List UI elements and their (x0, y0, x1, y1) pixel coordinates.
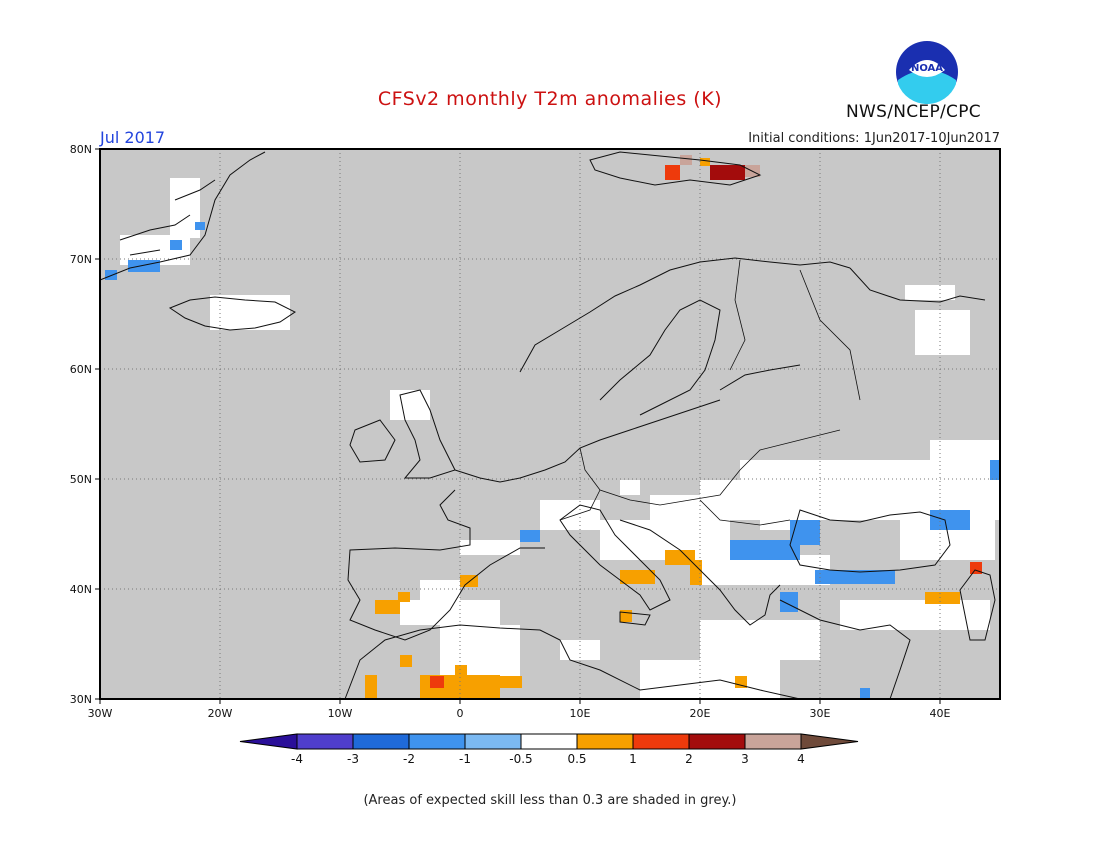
negative-anomaly-cell (860, 688, 870, 699)
positive-anomaly-cell (700, 158, 710, 166)
positive-anomaly-cell (365, 675, 377, 699)
colorbar-label: 0.5 (567, 752, 587, 766)
tick-marks (95, 148, 941, 704)
colorbar-label: 3 (741, 752, 749, 766)
colorbar-label: -0.5 (509, 752, 533, 766)
lat-label: 60N (69, 363, 92, 376)
noaa-logo-icon: NOAA (896, 41, 958, 104)
colorbar-arrow-low (239, 733, 298, 750)
skill-footnote: (Areas of expected skill less than 0.3 a… (363, 793, 737, 808)
negative-anomaly-cell (930, 510, 970, 530)
colorbar-label: 2 (685, 752, 693, 766)
positive-anomaly-cell (690, 560, 702, 585)
agency-label: NWS/NCEP/CPC (846, 102, 981, 122)
colorbar-swatch (352, 733, 410, 750)
lat-label: 70N (69, 253, 92, 266)
near-normal-cell (400, 600, 500, 625)
lon-label: 40E (929, 707, 951, 720)
colorbar-label: 4 (797, 752, 805, 766)
colorbar-swatch (520, 733, 578, 750)
colorbar-swatch (464, 733, 522, 750)
negative-anomaly-cell (815, 570, 895, 584)
negative-anomaly-cell (105, 270, 117, 280)
near-normal-cell (460, 540, 520, 555)
colorbar-swatch (296, 733, 354, 750)
colorbar-swatch (576, 733, 634, 750)
colorbar-label: -3 (347, 752, 359, 766)
near-normal-cell (420, 580, 460, 600)
colorbar-arrow-high (800, 733, 859, 750)
lat-label: 30N (69, 693, 92, 706)
near-normal-cells (120, 178, 1000, 699)
lon-label: 10E (569, 707, 591, 720)
negative-anomaly-cell (195, 222, 205, 230)
near-normal-cell (640, 660, 780, 699)
positive-anomaly-cell (455, 665, 467, 677)
negative-anomaly-cell (128, 260, 160, 272)
positive-anomaly-cell (665, 165, 680, 180)
near-normal-cell (620, 480, 640, 495)
colorbar-swatch (688, 733, 746, 750)
colorbar-label: -1 (459, 752, 471, 766)
negative-anomaly-cell (990, 460, 1000, 480)
logo-text: NOAA (911, 63, 943, 74)
positive-anomaly-cell (398, 592, 410, 602)
positive-anomaly-cell (925, 592, 960, 604)
positive-anomaly-cell (500, 676, 522, 688)
negative-anomaly-cell (520, 530, 540, 542)
near-normal-cell (390, 390, 430, 420)
positive-anomaly-cell (430, 676, 444, 688)
positive-anomaly-cell (620, 570, 655, 584)
lat-label: 50N (69, 473, 92, 486)
lat-label: 80N (69, 143, 92, 156)
coastlines (99, 151, 996, 700)
colorbar-swatch (632, 733, 690, 750)
positive-anomaly-cell (375, 600, 400, 614)
near-normal-cell (915, 310, 970, 355)
colorbar-swatch (408, 733, 466, 750)
positive-anomaly-cell (680, 155, 692, 165)
near-normal-cell (905, 285, 955, 300)
page-title: CFSv2 monthly T2m anomalies (K) (377, 88, 723, 110)
positive-anomaly-cells (365, 155, 982, 699)
negative-anomaly-cell (170, 240, 182, 250)
lon-label: 30E (809, 707, 831, 720)
positive-anomaly-cell (710, 165, 745, 180)
forecast-month: Jul 2017 (100, 128, 166, 147)
colorbar-swatch (744, 733, 802, 750)
colorbar-label: -4 (291, 752, 303, 766)
negative-anomaly-cell (780, 592, 798, 612)
near-normal-cell (540, 500, 600, 530)
lon-label: 0 (456, 707, 464, 720)
lon-label: 30W (87, 707, 113, 720)
colorbar (239, 733, 859, 750)
map-frame (99, 148, 1001, 700)
initial-conditions: Initial conditions: 1Jun2017-10Jun2017 (748, 131, 1000, 146)
positive-anomaly-cell (400, 655, 412, 667)
lon-label: 20E (689, 707, 711, 720)
lon-label: 20W (207, 707, 233, 720)
negative-anomaly-cell (790, 520, 820, 545)
lat-label: 40N (69, 583, 92, 596)
colorbar-label: 1 (629, 752, 637, 766)
lon-label: 10W (327, 707, 353, 720)
colorbar-label: -2 (403, 752, 415, 766)
negative-anomaly-cell (730, 540, 800, 560)
positive-anomaly-cell (665, 550, 695, 565)
near-normal-cell (700, 620, 820, 660)
